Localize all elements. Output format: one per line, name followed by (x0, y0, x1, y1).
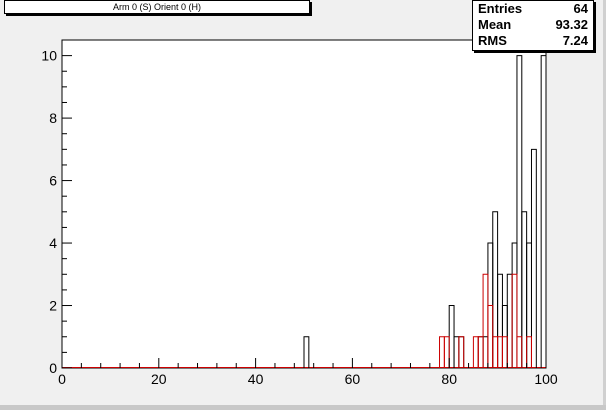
stat-entries-value: 64 (573, 1, 588, 16)
stat-entries: Entries 64 (478, 1, 588, 17)
plot-area (61, 39, 547, 369)
stat-mean-label: Mean (478, 17, 512, 32)
y-tick-label: 6 (49, 173, 57, 189)
x-tick-label: 100 (534, 371, 558, 387)
x-tick-label: 60 (345, 371, 361, 387)
stat-mean: Mean 93.32 (478, 17, 588, 33)
stat-rms: RMS 7.24 (478, 33, 588, 49)
y-tick-label: 0 (49, 360, 57, 376)
stat-entries-label: Entries (478, 1, 523, 16)
x-tick-label: 20 (151, 371, 167, 387)
series-2-bin-10 (511, 273, 518, 368)
stat-rms-label: RMS (478, 33, 507, 48)
x-tick-label: 40 (248, 371, 264, 387)
series-2-bin-1 (443, 336, 450, 368)
series-2-bin-2 (458, 336, 465, 368)
histogram-title: Arm 0 (S) Orient 0 (H) (4, 0, 310, 14)
canvas-frame-right (603, 0, 606, 410)
series-2-bin-11 (516, 336, 523, 368)
series-1-bin-15 (530, 148, 537, 368)
y-tick-label: 8 (49, 110, 57, 126)
stat-rms-value: 7.24 (562, 33, 588, 48)
series-2-bin-9 (501, 336, 508, 368)
stat-mean-value: 93.32 (555, 17, 588, 32)
canvas-frame-bottom (0, 405, 606, 410)
series-1-bin-16 (540, 55, 547, 368)
y-tick-label: 10 (41, 48, 57, 64)
stats-box: Entries 64 Mean 93.32 RMS 7.24 (472, 0, 594, 51)
y-tick-label: 2 (49, 298, 57, 314)
series-1-bin-0 (303, 336, 310, 368)
x-tick-label: 0 (58, 371, 66, 387)
y-tick-label: 4 (49, 235, 57, 251)
x-tick-label: 80 (441, 371, 457, 387)
series-2-bin-12 (526, 336, 532, 368)
